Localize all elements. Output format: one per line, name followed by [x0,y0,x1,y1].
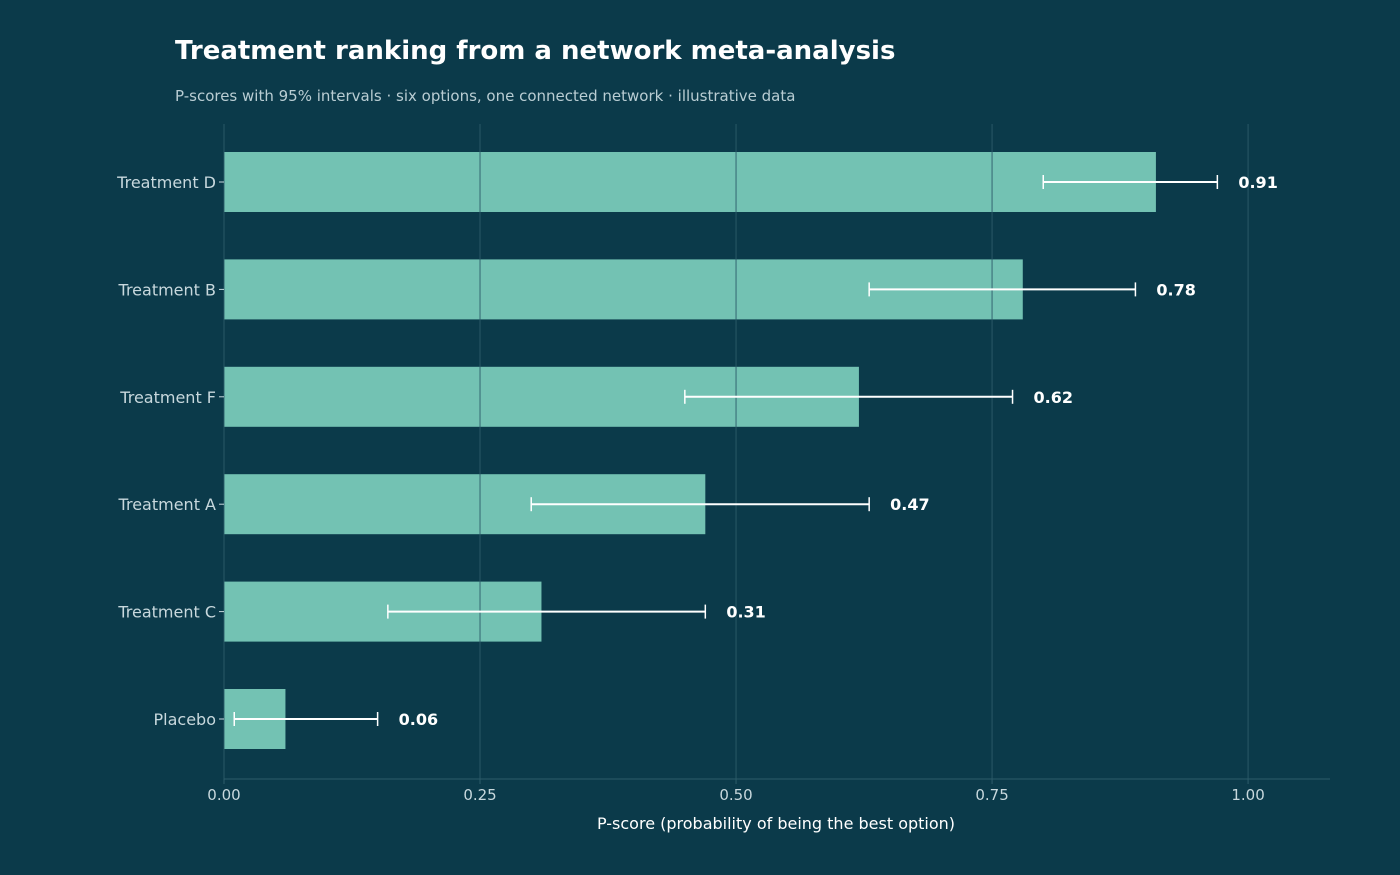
bar-treatment-d [224,152,1156,212]
x-tick-label: 1.00 [1231,786,1264,804]
error-bars [233,175,1219,726]
labels: 0.00 0.25 0.50 0.75 1.00 Treatment D 0.91 Treat… [116,173,1278,804]
x-tick-label: 0.75 [975,786,1008,804]
value-label: 0.62 [1034,388,1073,407]
value-label: 0.47 [890,495,929,514]
value-label: 0.06 [399,710,438,729]
x-tick-label: 0.25 [463,786,496,804]
y-tick-label: Treatment B [118,280,216,299]
x-axis-title: P-score (probability of being the best o… [597,814,955,833]
x-tick-label: 0.00 [207,786,240,804]
grid-lines [223,124,1249,779]
y-tick-label: Treatment A [118,495,217,514]
y-tick-label: Treatment C [117,603,216,622]
y-tick-label: Placebo [154,710,216,729]
y-tick-label: Treatment D [116,173,216,192]
y-tick-label: Treatment F [119,388,216,407]
value-label: 0.91 [1238,173,1277,192]
bars [224,152,1156,749]
x-tick-label: 0.50 [719,786,752,804]
value-label: 0.78 [1156,280,1195,299]
value-label: 0.31 [726,603,765,622]
chart-subtitle: P-scores with 95% intervals · six option… [175,87,796,105]
chart-title: Treatment ranking from a network meta-an… [175,36,896,66]
axes [219,181,1330,784]
